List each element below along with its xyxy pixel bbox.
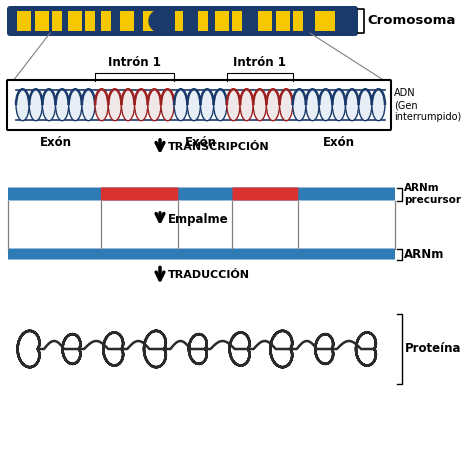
- FancyBboxPatch shape: [215, 11, 229, 31]
- Ellipse shape: [280, 89, 293, 121]
- Ellipse shape: [108, 89, 121, 121]
- Text: ADN
(Gen
interrumpido): ADN (Gen interrumpido): [394, 89, 461, 122]
- Text: Intrón 1: Intrón 1: [233, 56, 286, 69]
- Ellipse shape: [187, 89, 201, 121]
- FancyBboxPatch shape: [120, 11, 134, 31]
- Ellipse shape: [161, 89, 174, 121]
- Ellipse shape: [201, 89, 214, 121]
- FancyBboxPatch shape: [232, 11, 242, 31]
- FancyBboxPatch shape: [175, 11, 183, 31]
- FancyBboxPatch shape: [315, 11, 335, 31]
- Ellipse shape: [372, 89, 385, 121]
- Ellipse shape: [16, 89, 29, 121]
- Text: Empalme: Empalme: [168, 213, 228, 225]
- FancyBboxPatch shape: [17, 11, 31, 31]
- Text: TRANSCRIPCIÓN: TRANSCRIPCIÓN: [168, 142, 270, 152]
- Text: ARNm
precursor: ARNm precursor: [404, 183, 461, 205]
- Ellipse shape: [214, 89, 227, 121]
- Text: Exón: Exón: [323, 136, 355, 149]
- FancyBboxPatch shape: [8, 248, 395, 259]
- FancyBboxPatch shape: [232, 187, 298, 201]
- Ellipse shape: [42, 89, 55, 121]
- Ellipse shape: [121, 89, 135, 121]
- Ellipse shape: [306, 89, 319, 121]
- Ellipse shape: [240, 89, 253, 121]
- Text: Proteína: Proteína: [405, 342, 462, 356]
- Text: Intrón 1: Intrón 1: [108, 56, 161, 69]
- Ellipse shape: [332, 89, 346, 121]
- Ellipse shape: [227, 89, 240, 121]
- FancyBboxPatch shape: [35, 11, 49, 31]
- FancyBboxPatch shape: [101, 11, 111, 31]
- Ellipse shape: [293, 89, 306, 121]
- Text: Exón: Exón: [39, 136, 72, 149]
- FancyBboxPatch shape: [68, 11, 82, 31]
- Ellipse shape: [319, 89, 332, 121]
- Ellipse shape: [174, 89, 187, 121]
- Text: Exón: Exón: [184, 136, 217, 149]
- Ellipse shape: [69, 89, 82, 121]
- FancyBboxPatch shape: [293, 11, 303, 31]
- Ellipse shape: [82, 89, 95, 121]
- FancyBboxPatch shape: [198, 11, 208, 31]
- Ellipse shape: [149, 10, 171, 32]
- Text: ARNm: ARNm: [404, 247, 444, 261]
- Text: TRADUCCIÓN: TRADUCCIÓN: [168, 270, 250, 280]
- FancyBboxPatch shape: [258, 11, 272, 31]
- FancyBboxPatch shape: [276, 11, 290, 31]
- Ellipse shape: [55, 89, 69, 121]
- Ellipse shape: [29, 89, 42, 121]
- Ellipse shape: [253, 89, 266, 121]
- FancyBboxPatch shape: [101, 187, 178, 201]
- Ellipse shape: [95, 89, 108, 121]
- FancyBboxPatch shape: [143, 11, 157, 31]
- Text: Cromosoma: Cromosoma: [367, 15, 456, 28]
- FancyBboxPatch shape: [7, 6, 358, 36]
- FancyBboxPatch shape: [7, 80, 391, 130]
- Ellipse shape: [266, 89, 280, 121]
- Ellipse shape: [135, 89, 148, 121]
- FancyBboxPatch shape: [85, 11, 95, 31]
- FancyBboxPatch shape: [52, 11, 62, 31]
- Ellipse shape: [346, 89, 359, 121]
- Ellipse shape: [148, 89, 161, 121]
- Ellipse shape: [359, 89, 372, 121]
- FancyBboxPatch shape: [8, 187, 395, 201]
